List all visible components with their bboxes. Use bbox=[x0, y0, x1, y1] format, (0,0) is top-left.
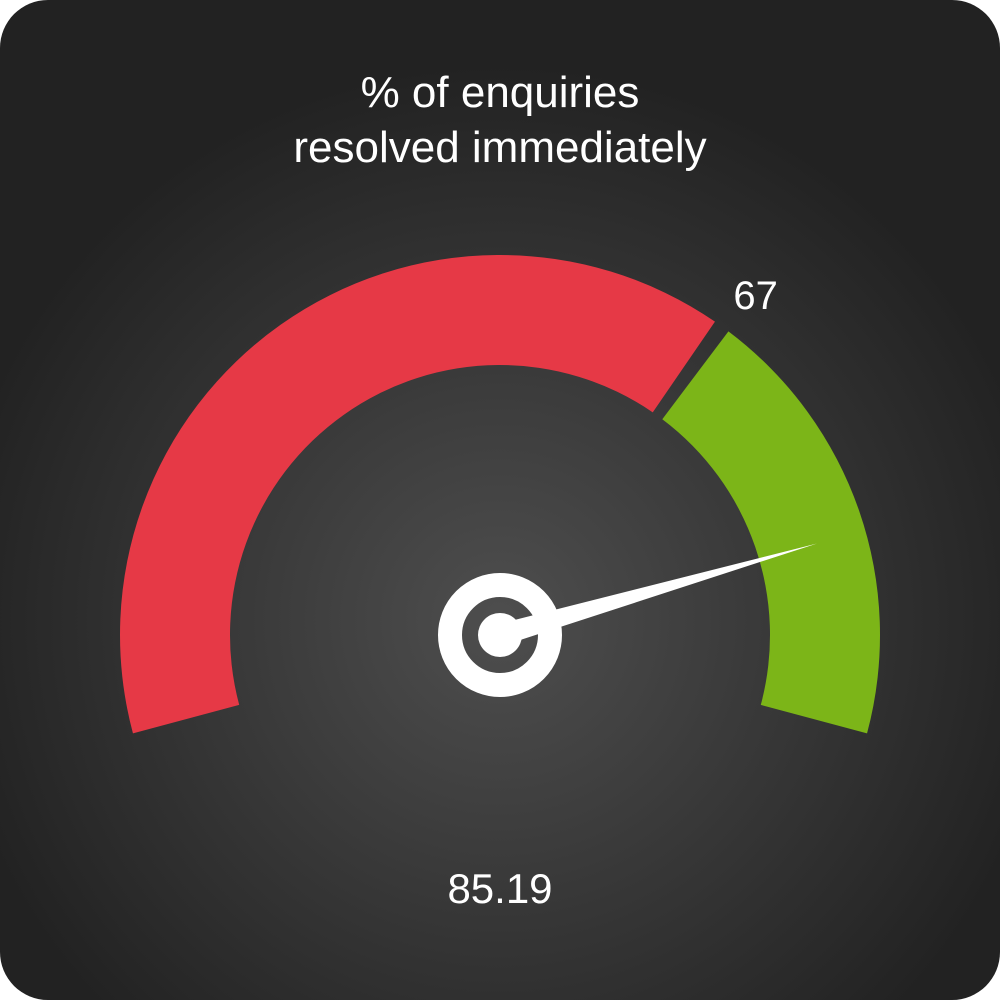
gauge-card: % of enquiries resolved immediately 67 8… bbox=[0, 0, 1000, 1000]
gauge-chart bbox=[0, 0, 1000, 1000]
gauge-value-label: 85.19 bbox=[400, 865, 600, 913]
gauge-threshold-label: 67 bbox=[733, 274, 778, 319]
